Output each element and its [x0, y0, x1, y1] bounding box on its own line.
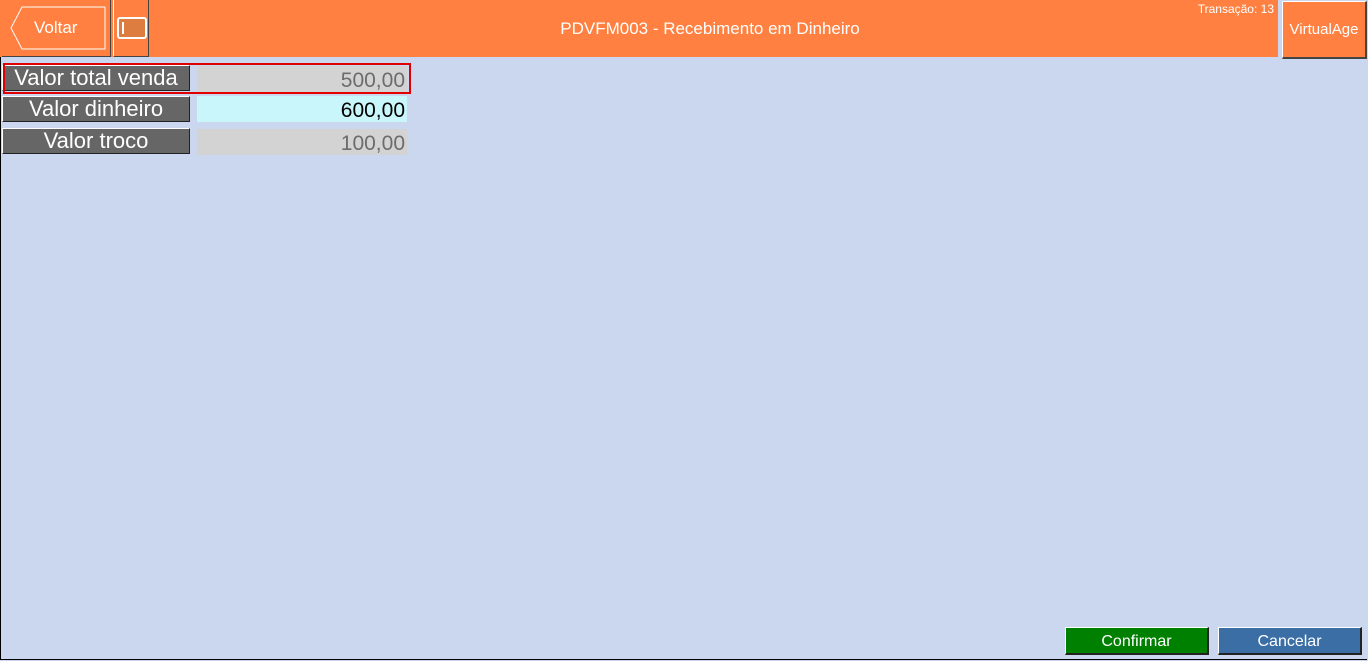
transaction-number: Transação: 13	[1197, 2, 1274, 16]
valor-dinheiro-input[interactable]: 600,00	[197, 96, 407, 122]
confirm-button[interactable]: Confirmar	[1065, 627, 1209, 655]
label-valor-total-venda: Valor total venda	[2, 65, 190, 91]
label-valor-troco: Valor troco	[2, 128, 190, 154]
header-bar: Voltar PDVFM003 - Recebimento em Dinheir…	[0, 0, 1278, 57]
cancel-button[interactable]: Cancelar	[1218, 627, 1362, 655]
back-label: Voltar	[34, 18, 78, 37]
keyboard-toggle-button[interactable]	[113, 0, 149, 57]
valor-troco-field: 100,00	[197, 129, 407, 155]
highlight-box	[3, 63, 411, 94]
valor-total-venda-field: 500,00	[197, 66, 407, 92]
virtualage-button[interactable]: VirtualAge	[1282, 1, 1367, 59]
input-icon	[117, 17, 147, 39]
back-arrow-icon	[10, 6, 106, 50]
page-title: PDVFM003 - Recebimento em Dinheiro	[560, 19, 860, 38]
back-button[interactable]: Voltar	[2, 0, 111, 57]
label-valor-dinheiro: Valor dinheiro	[2, 96, 190, 122]
